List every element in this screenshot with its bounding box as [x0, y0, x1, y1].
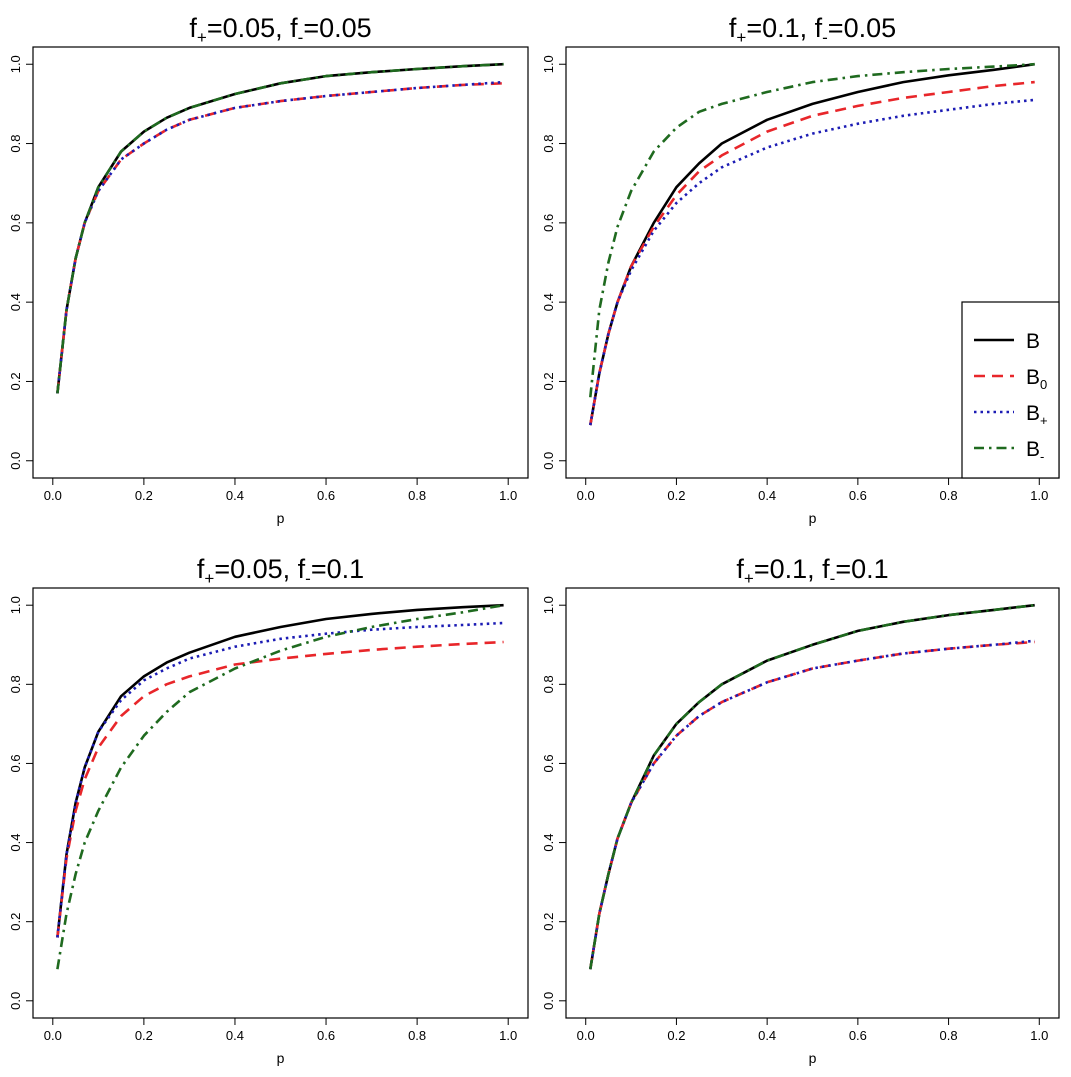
- x-axis-label: p: [277, 1050, 285, 1066]
- series-line-b: [589, 603, 1035, 970]
- series-line-bminus: [589, 62, 1035, 398]
- y-tick-label: 0.2: [8, 913, 23, 931]
- x-axis-label: p: [277, 510, 285, 526]
- y-tick-label: 0.2: [8, 372, 23, 390]
- x-tick-label: 1.0: [499, 488, 517, 503]
- series-line-bplus: [56, 621, 504, 938]
- legend: B B0 B+ B-: [961, 301, 1060, 479]
- x-tick-label: 0.2: [667, 1028, 685, 1043]
- y-tick-label: 0.8: [541, 135, 556, 153]
- series-line-bminus: [56, 62, 504, 394]
- series-line-bplus: [589, 639, 1035, 970]
- x-tick-label: 0.8: [408, 1028, 426, 1043]
- series-line-bplus: [589, 98, 1035, 426]
- panel-title: f+=0.1, f-=0.1: [736, 554, 888, 588]
- y-tick-label: 0.4: [541, 293, 556, 311]
- y-tick-label: 0.0: [541, 452, 556, 470]
- y-tick-label: 1.0: [8, 596, 23, 614]
- panel-3: f+=0.05, f-=0.1 0.0 0.2 0.4 0.6 0.8 1.0 0.0 0.2 0…: [8, 554, 529, 1066]
- y-tick-label: 0.8: [541, 675, 556, 693]
- y-tick-label: 0.4: [8, 293, 23, 311]
- legend-label: B0: [1026, 366, 1047, 392]
- plot-frame: [565, 46, 1060, 479]
- series-line-b0: [56, 640, 504, 938]
- x-tick-label: 0.8: [940, 488, 958, 503]
- x-tick-label: 0.0: [577, 488, 595, 503]
- y-tick-label: 0.4: [8, 834, 23, 852]
- x-tick-label: 0.8: [940, 1028, 958, 1043]
- panel-2: f+=0.1, f-=0.05 0.0 0.2 0.4 0.6 0.8 1.0 0.0 0.2 0…: [541, 13, 1060, 526]
- x-tick-label: 0.6: [849, 488, 867, 503]
- y-tick-label: 0.0: [8, 452, 23, 470]
- x-tick-label: 0.2: [667, 488, 685, 503]
- series-line-b0: [589, 80, 1035, 426]
- x-tick-label: 0.6: [849, 1028, 867, 1043]
- y-tick-label: 0.6: [541, 214, 556, 232]
- legend-label: B+: [1026, 402, 1048, 428]
- series-line-b0: [56, 82, 504, 394]
- x-tick-label: 0.4: [758, 1028, 776, 1043]
- x-tick-label: 0.6: [317, 488, 335, 503]
- x-tick-label: 0.0: [44, 488, 62, 503]
- x-tick-label: 0.0: [44, 1028, 62, 1043]
- y-tick-label: 0.4: [541, 834, 556, 852]
- x-tick-label: 1.0: [499, 1028, 517, 1043]
- x-tick-label: 1.0: [1030, 488, 1048, 503]
- x-tick-label: 0.4: [226, 488, 244, 503]
- y-tick-label: 0.6: [8, 214, 23, 232]
- y-tick-label: 0.6: [8, 754, 23, 772]
- y-tick-label: 0.0: [8, 992, 23, 1010]
- panel-4: f+=0.1, f-=0.1 0.0 0.2 0.4 0.6 0.8 1.0 0.0 0.2 0.…: [541, 554, 1060, 1066]
- y-tick-label: 1.0: [541, 55, 556, 73]
- plot-frame: [32, 46, 529, 479]
- panel-title: f+=0.1, f-=0.05: [729, 13, 896, 47]
- legend-label: B: [1026, 330, 1040, 353]
- y-tick-label: 0.8: [8, 675, 23, 693]
- x-tick-label: 0.2: [135, 488, 153, 503]
- x-tick-label: 1.0: [1030, 1028, 1048, 1043]
- x-tick-label: 0.6: [317, 1028, 335, 1043]
- legend-label: B-: [1026, 438, 1044, 464]
- y-tick-label: 0.6: [541, 754, 556, 772]
- x-axis-label: p: [809, 510, 817, 526]
- plot-frame: [32, 587, 529, 1019]
- y-tick-label: 1.0: [541, 596, 556, 614]
- panel-title: f+=0.05, f-=0.1: [197, 554, 364, 588]
- x-tick-label: 0.8: [408, 488, 426, 503]
- panel-1: f+=0.05, f-=0.05 0.0 0.2 0.4 0.6 0.8 1.0 0.0 0.2…: [8, 13, 529, 526]
- y-tick-label: 1.0: [8, 55, 23, 73]
- series-line-bminus: [56, 603, 504, 970]
- series-line-b: [56, 603, 504, 938]
- series-line-b0: [589, 640, 1035, 970]
- series-line-bplus: [56, 80, 504, 394]
- plot-frame: [565, 587, 1060, 1019]
- x-tick-label: 0.4: [226, 1028, 244, 1043]
- series-line-bminus: [589, 603, 1035, 970]
- y-tick-label: 0.2: [541, 913, 556, 931]
- series-line-b: [56, 62, 504, 394]
- x-tick-label: 0.2: [135, 1028, 153, 1043]
- x-tick-label: 0.0: [577, 1028, 595, 1043]
- x-axis-label: p: [809, 1050, 817, 1066]
- panel-title: f+=0.05, f-=0.05: [189, 13, 371, 47]
- x-tick-label: 0.4: [758, 488, 776, 503]
- y-tick-label: 0.0: [541, 992, 556, 1010]
- y-tick-label: 0.2: [541, 372, 556, 390]
- y-tick-label: 0.8: [8, 135, 23, 153]
